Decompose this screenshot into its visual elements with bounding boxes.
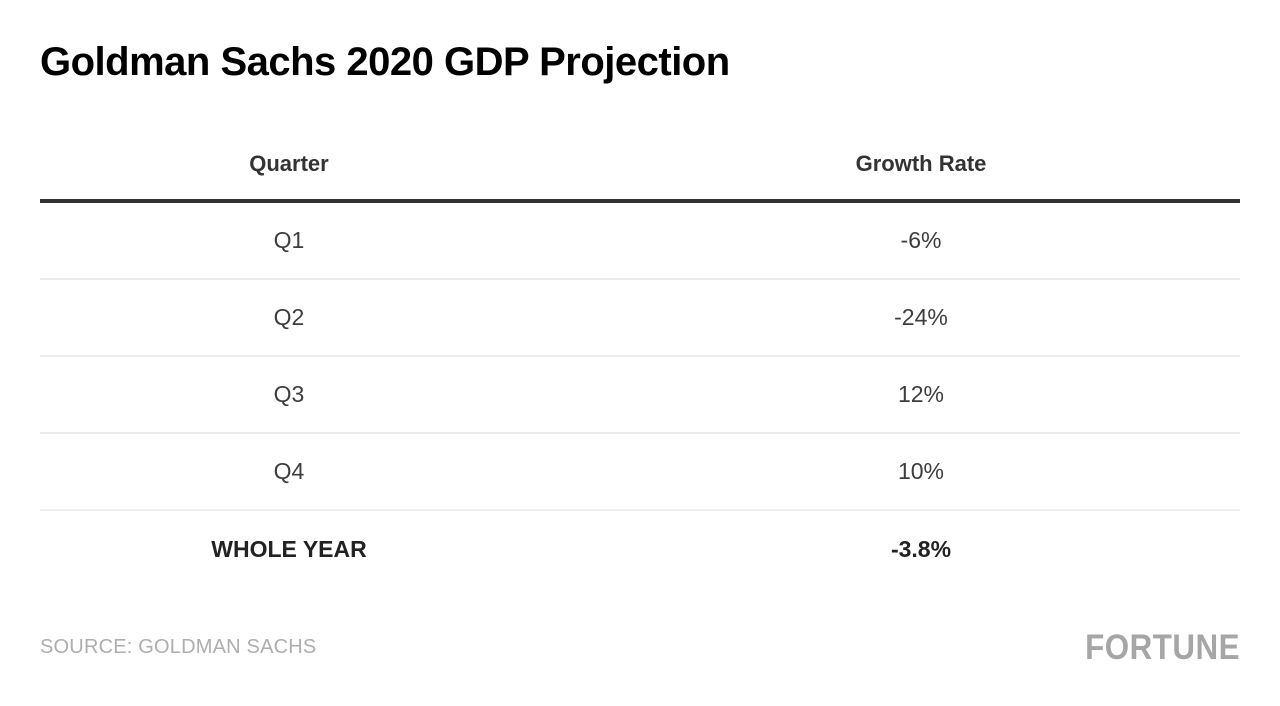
quarter-cell: Q1 (273, 227, 305, 253)
growth-rate-cell: 10% (897, 458, 945, 484)
table-row: Q1 -6% (40, 203, 1240, 280)
quarter-cell: Q2 (273, 304, 305, 330)
growth-rate-cell: 12% (897, 381, 945, 407)
growth-rate-cell: -3.8% (890, 536, 952, 562)
quarter-cell: WHOLE YEAR (211, 536, 367, 562)
column-header-quarter: Quarter (249, 151, 329, 176)
table-row: Q4 10% (40, 434, 1240, 511)
growth-rate-cell: -6% (900, 227, 942, 253)
table-header-row: Quarter Growth Rate (40, 129, 1240, 203)
table-row: Q2 -24% (40, 280, 1240, 357)
quarter-cell: Q3 (273, 381, 305, 407)
fortune-logo: FORTUNE (1085, 626, 1240, 667)
gdp-table: Quarter Growth Rate Q1 -6% Q2 -24% Q3 12… (40, 129, 1240, 588)
source-attribution: SOURCE: GOLDMAN SACHS (40, 635, 317, 658)
column-header-growth-rate: Growth Rate (855, 151, 987, 176)
footer: SOURCE: GOLDMAN SACHS FORTUNE (40, 626, 1240, 667)
table-row: Q3 12% (40, 357, 1240, 434)
table-row-total: WHOLE YEAR -3.8% (40, 511, 1240, 588)
page-title: Goldman Sachs 2020 GDP Projection (40, 40, 730, 84)
growth-rate-cell: -24% (894, 304, 948, 330)
quarter-cell: Q4 (273, 458, 305, 484)
